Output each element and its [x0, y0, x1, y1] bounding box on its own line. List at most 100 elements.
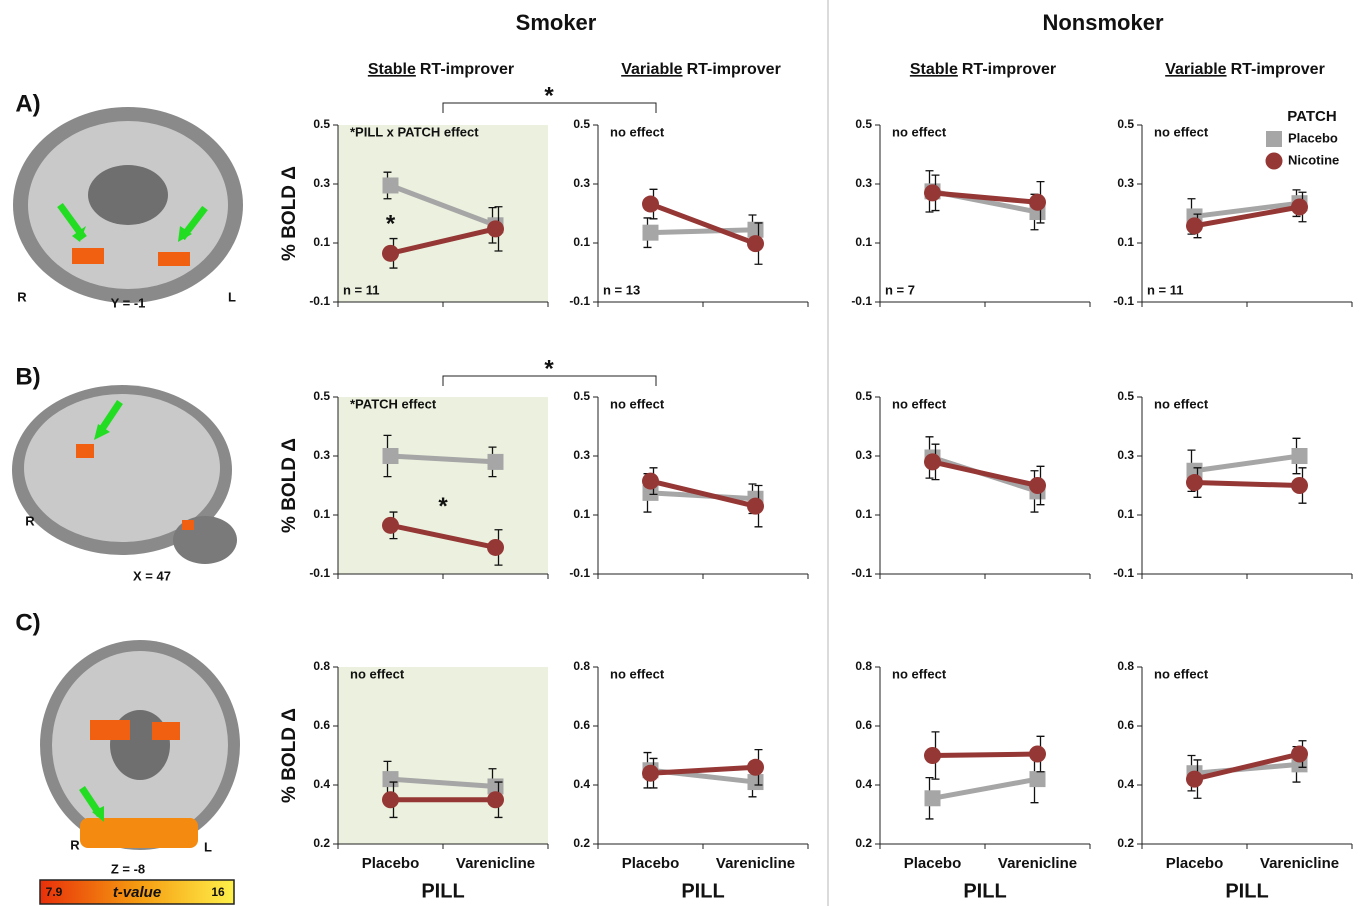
- data-point: [487, 539, 504, 556]
- data-point: [925, 790, 941, 806]
- panel-background: [338, 125, 548, 302]
- y-tick-label: 0.2: [1117, 836, 1134, 850]
- y-tick-label: 0.8: [313, 659, 330, 673]
- y-tick-label: 0.5: [573, 117, 590, 131]
- data-point: [1291, 477, 1308, 494]
- column-header-rest: RT-improver: [420, 61, 514, 78]
- y-tick-label: 0.8: [1117, 659, 1134, 673]
- data-point: [747, 235, 764, 252]
- brain-side-label: R: [70, 837, 80, 852]
- data-point: [747, 759, 764, 776]
- data-point: [1291, 746, 1308, 763]
- data-point: [383, 448, 399, 464]
- y-tick-label: 0.5: [855, 117, 872, 131]
- x-tick-label: Varenicline: [716, 855, 795, 872]
- y-tick-label: 0.3: [1117, 176, 1134, 190]
- data-point: [747, 498, 764, 515]
- data-point: [1030, 771, 1046, 787]
- y-tick-label: 0.1: [313, 507, 330, 521]
- y-tick-label: 0.1: [1117, 235, 1134, 249]
- legend-label: Nicotine: [1288, 152, 1339, 167]
- y-tick-label: -0.1: [309, 566, 330, 580]
- series-line: [1195, 456, 1300, 471]
- brain-side-label: L: [204, 839, 212, 854]
- series-line: [933, 754, 1038, 755]
- data-point: [643, 225, 659, 241]
- y-tick-label: -0.1: [851, 294, 872, 308]
- legend-marker: [1266, 153, 1283, 170]
- data-point: [1029, 477, 1046, 494]
- data-point: [1186, 771, 1203, 788]
- page: { "header": { "groups": ["Smoker", "Nons…: [0, 0, 1363, 906]
- y-tick-label: 0.1: [1117, 507, 1134, 521]
- legend-label: Placebo: [1288, 130, 1338, 145]
- y-tick-label: 0.6: [313, 718, 330, 732]
- data-point: [1292, 448, 1308, 464]
- column-header-underlined: Stable: [910, 61, 958, 78]
- data-point: [383, 771, 399, 787]
- brain-image-c: [40, 640, 240, 850]
- y-tick-label: 0.8: [855, 659, 872, 673]
- x-axis-label: PILL: [963, 880, 1006, 902]
- data-point: [383, 177, 399, 193]
- row-label: A): [15, 90, 40, 117]
- data-point: [1029, 746, 1046, 763]
- sample-size: n = 11: [343, 282, 380, 297]
- y-tick-label: 0.6: [855, 718, 872, 732]
- y-tick-label: 0.3: [1117, 448, 1134, 462]
- column-header-rest: RT-improver: [1231, 61, 1325, 78]
- y-axis-label: % BOLD Δ: [279, 438, 300, 533]
- panel-annotation: no effect: [610, 124, 665, 139]
- panel-annotation: no effect: [610, 666, 665, 681]
- x-tick-label: Varenicline: [1260, 855, 1339, 872]
- comparison-star: *: [544, 82, 554, 109]
- data-point: [924, 184, 941, 201]
- sample-size: n = 13: [603, 282, 640, 297]
- y-tick-label: 0.2: [573, 836, 590, 850]
- data-point: [642, 765, 659, 782]
- data-point: [642, 473, 659, 490]
- y-tick-label: 0.3: [855, 448, 872, 462]
- y-tick-label: 0.4: [573, 777, 590, 791]
- y-tick-label: 0.1: [573, 507, 590, 521]
- y-tick-label: 0.4: [313, 777, 330, 791]
- panel-annotation: no effect: [892, 666, 947, 681]
- data-point: [1029, 194, 1046, 211]
- column-header: StableRT-improver: [910, 61, 1056, 78]
- x-tick-label: Placebo: [904, 855, 962, 872]
- y-tick-label: 0.6: [1117, 718, 1134, 732]
- y-tick-label: 0.4: [855, 777, 872, 791]
- y-tick-label: -0.1: [1113, 294, 1134, 308]
- panel-annotation: no effect: [892, 124, 947, 139]
- y-tick-label: 0.5: [573, 389, 590, 403]
- x-tick-label: Placebo: [622, 855, 680, 872]
- x-tick-label: Varenicline: [998, 855, 1077, 872]
- series-line: [651, 204, 756, 244]
- y-tick-label: 0.3: [313, 176, 330, 190]
- column-header-rest: RT-improver: [962, 61, 1056, 78]
- y-tick-label: 0.3: [573, 176, 590, 190]
- y-tick-label: -0.1: [1113, 566, 1134, 580]
- figure: SmokerNonsmokerStableRT-improverVariable…: [0, 0, 1363, 906]
- legend-marker: [1266, 131, 1282, 147]
- series-line: [651, 767, 756, 773]
- series-line: [651, 230, 756, 233]
- y-tick-label: 0.1: [313, 235, 330, 249]
- column-header-rest: RT-improver: [687, 61, 781, 78]
- y-tick-label: 0.2: [313, 836, 330, 850]
- y-tick-label: 0.6: [573, 718, 590, 732]
- legend-title: PATCH: [1287, 108, 1336, 125]
- series-line: [1195, 483, 1300, 486]
- y-tick-label: -0.1: [569, 566, 590, 580]
- significance-star: *: [438, 493, 448, 520]
- x-tick-label: Varenicline: [456, 855, 535, 872]
- sample-size: n = 7: [885, 282, 915, 297]
- data-point: [487, 220, 504, 237]
- panel-background: [338, 397, 548, 574]
- panel-annotation: no effect: [892, 396, 947, 411]
- y-tick-label: 0.5: [1117, 389, 1134, 403]
- brain-image-b: [12, 385, 237, 564]
- y-tick-label: 0.2: [855, 836, 872, 850]
- colorbar-max: 16: [211, 885, 225, 899]
- column-header-underlined: Stable: [368, 61, 416, 78]
